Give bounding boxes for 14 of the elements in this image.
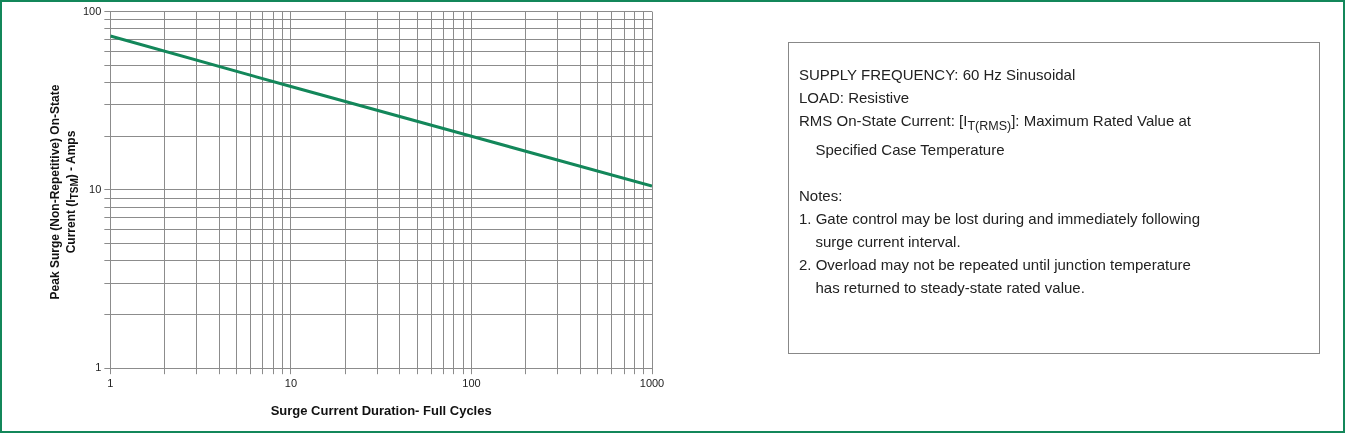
y-tick-label: 10: [89, 182, 102, 195]
text: SUPPLY FREQUENCY: 60 Hz Sinusoidal: [799, 65, 1077, 85]
x-tick-label: 100: [462, 376, 481, 389]
x-axis-title: Surge Current Duration- Full Cycles: [270, 402, 492, 418]
text: LOAD: Resistive: [799, 88, 911, 108]
text: 1. Gate control may be lost during and immediately following surge current interval.: [799, 209, 1202, 252]
x-tick-label: 1000: [639, 376, 665, 389]
y-tick-label: 1: [95, 361, 102, 374]
text: RMS On-State Current: [I$_{T(RMS)}$]: Maximum Rated Value at Specified Case Temperature: [799, 111, 1192, 160]
x-tick-label: 1: [107, 376, 114, 389]
x-tick-label: 10: [284, 376, 298, 389]
y-tick-label: 100: [82, 4, 102, 17]
text: 2. Overload may not be repeated until junction temperature has returned to steady-state rated value.: [799, 255, 1192, 298]
text: Notes:: [799, 186, 844, 206]
